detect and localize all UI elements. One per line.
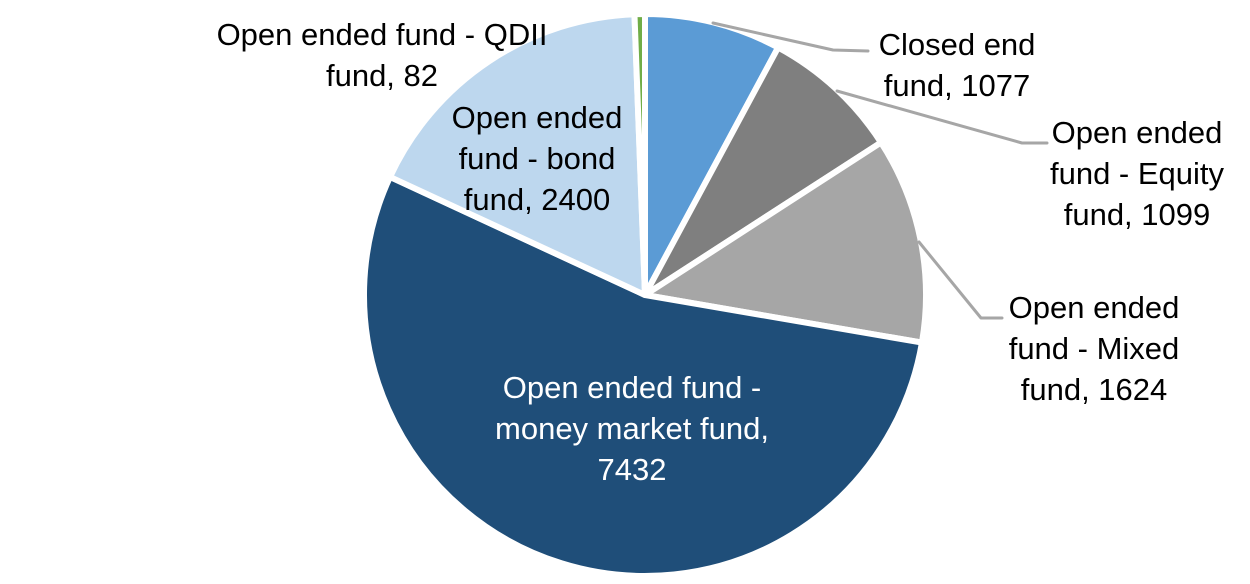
label-line: Open ended [1008,290,1180,325]
label-open-ended-fund-money-market: Open ended fund - money market fund, 743… [495,367,769,490]
label-line: 7432 [597,452,667,487]
label-line: fund, 1099 [1063,197,1211,232]
label-line: Open ended fund - [502,370,762,405]
pie-slice-open-ended-fund-qdii-fund [631,11,648,298]
label-line: Open ended [1051,115,1223,150]
label-line: fund, 82 [325,58,439,93]
label-line: fund, 2400 [463,182,611,217]
label-line: Open ended fund - QDII [216,17,548,52]
leader-line-equity-fund [835,89,1049,145]
pie-slice-open-ended-fund-equity-fund [642,44,884,298]
label-line: Open ended [451,100,623,135]
pie-slice-open-ended-fund-bond-fund [387,11,648,298]
pie-slice-open-ended-fund-money-market-fund [361,173,925,579]
leader-lines [711,21,1049,320]
leader-line-closed-end-fund [711,21,870,53]
label-open-ended-fund-qdii: Open ended fund - QDII fund, 82 [217,14,548,96]
label-line: money market fund, [495,411,769,446]
label-closed-end-fund: Closed end fund, 1077 [879,24,1036,106]
label-line: fund, 1077 [883,68,1031,103]
label-line: fund, 1624 [1020,372,1168,407]
label-line: Closed end [878,27,1036,62]
label-open-ended-fund-bond: Open ended fund - bond fund, 2400 [452,97,623,220]
label-line: fund - bond [458,141,616,176]
label-line: fund - Equity [1049,156,1225,191]
label-line: fund - Mixed [1008,331,1180,366]
label-open-ended-fund-mixed: Open ended fund - Mixed fund, 1624 [1009,287,1180,410]
pie-slices [361,11,929,579]
pie-slice-open-ended-fund-mixed-fund [642,139,929,346]
label-open-ended-fund-equity: Open ended fund - Equity fund, 1099 [1050,112,1224,235]
leader-line-mixed-fund [917,240,1004,320]
